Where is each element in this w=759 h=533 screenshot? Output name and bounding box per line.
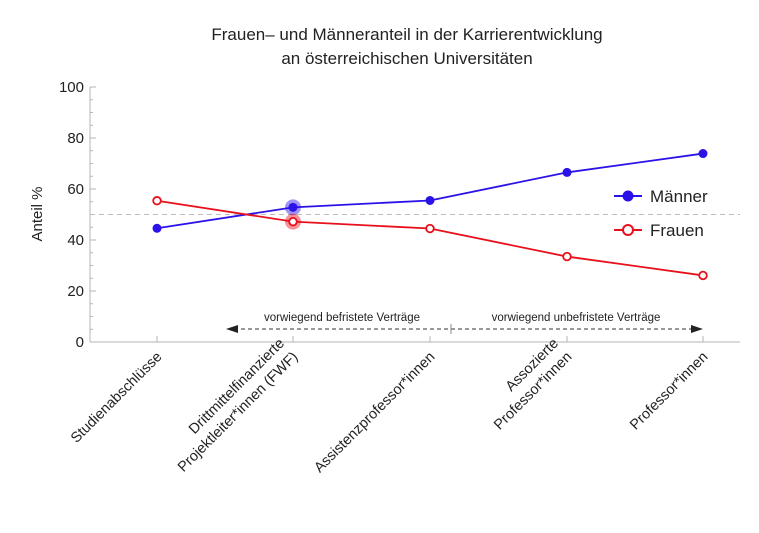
annotation-arrowhead-right — [691, 325, 703, 333]
data-point — [425, 195, 435, 205]
annotation-arrowhead-left — [226, 325, 238, 333]
x-category-label-line: Professor*innen — [627, 349, 711, 433]
y-tick-label: 20 — [67, 283, 84, 300]
x-category-label: DrittmittelfinanzierteProjektleiter*inne… — [162, 336, 302, 476]
x-category-label-line: Studienabschlüsse — [68, 349, 165, 446]
x-category-label-line: Assistenzprofessor*innen — [311, 349, 438, 476]
data-point — [698, 270, 708, 281]
y-tick-label: 80 — [67, 130, 84, 147]
legend-marker — [622, 224, 634, 236]
y-tick-label: 0 — [76, 334, 84, 351]
annotation-left: vorwiegend befristete Verträge — [264, 312, 420, 324]
y-tick-label: 100 — [59, 79, 84, 96]
x-category-label: Assistenzprofessor*innen — [311, 349, 438, 476]
x-category-label-line: Projektleiter*innen (FWF) — [175, 349, 301, 475]
data-point — [288, 216, 298, 227]
legend-marker — [622, 190, 634, 202]
plot-area: 0 20 40 60 80 100 Männer Frauen vorwiegend befri… — [59, 79, 740, 476]
x-category-label: Professor*innen — [627, 349, 711, 433]
data-point — [425, 223, 435, 234]
y-axis-label: Anteil % — [29, 186, 46, 241]
x-category-label: AssozierteProfessor*innen — [478, 336, 576, 434]
chart-title-line1: Frauen– und Männeranteil in der Karriere… — [211, 25, 602, 44]
series-line-frauen — [156, 199, 704, 277]
x-category-label: Studienabschlüsse — [68, 349, 165, 446]
y-tick-label: 40 — [67, 232, 84, 249]
data-point — [288, 202, 298, 212]
data-point — [698, 149, 708, 159]
annotation-right: vorwiegend unbefristete Verträge — [492, 312, 661, 324]
data-point — [562, 251, 572, 262]
data-point — [562, 167, 572, 177]
data-point — [152, 223, 162, 233]
legend-label: Frauen — [650, 221, 704, 240]
chart-title-line2: an österreichischen Universitäten — [281, 49, 532, 68]
y-tick-label: 60 — [67, 181, 84, 198]
legend-label: Männer — [650, 187, 708, 206]
data-point — [152, 196, 162, 206]
series-line-maenner — [156, 152, 704, 230]
